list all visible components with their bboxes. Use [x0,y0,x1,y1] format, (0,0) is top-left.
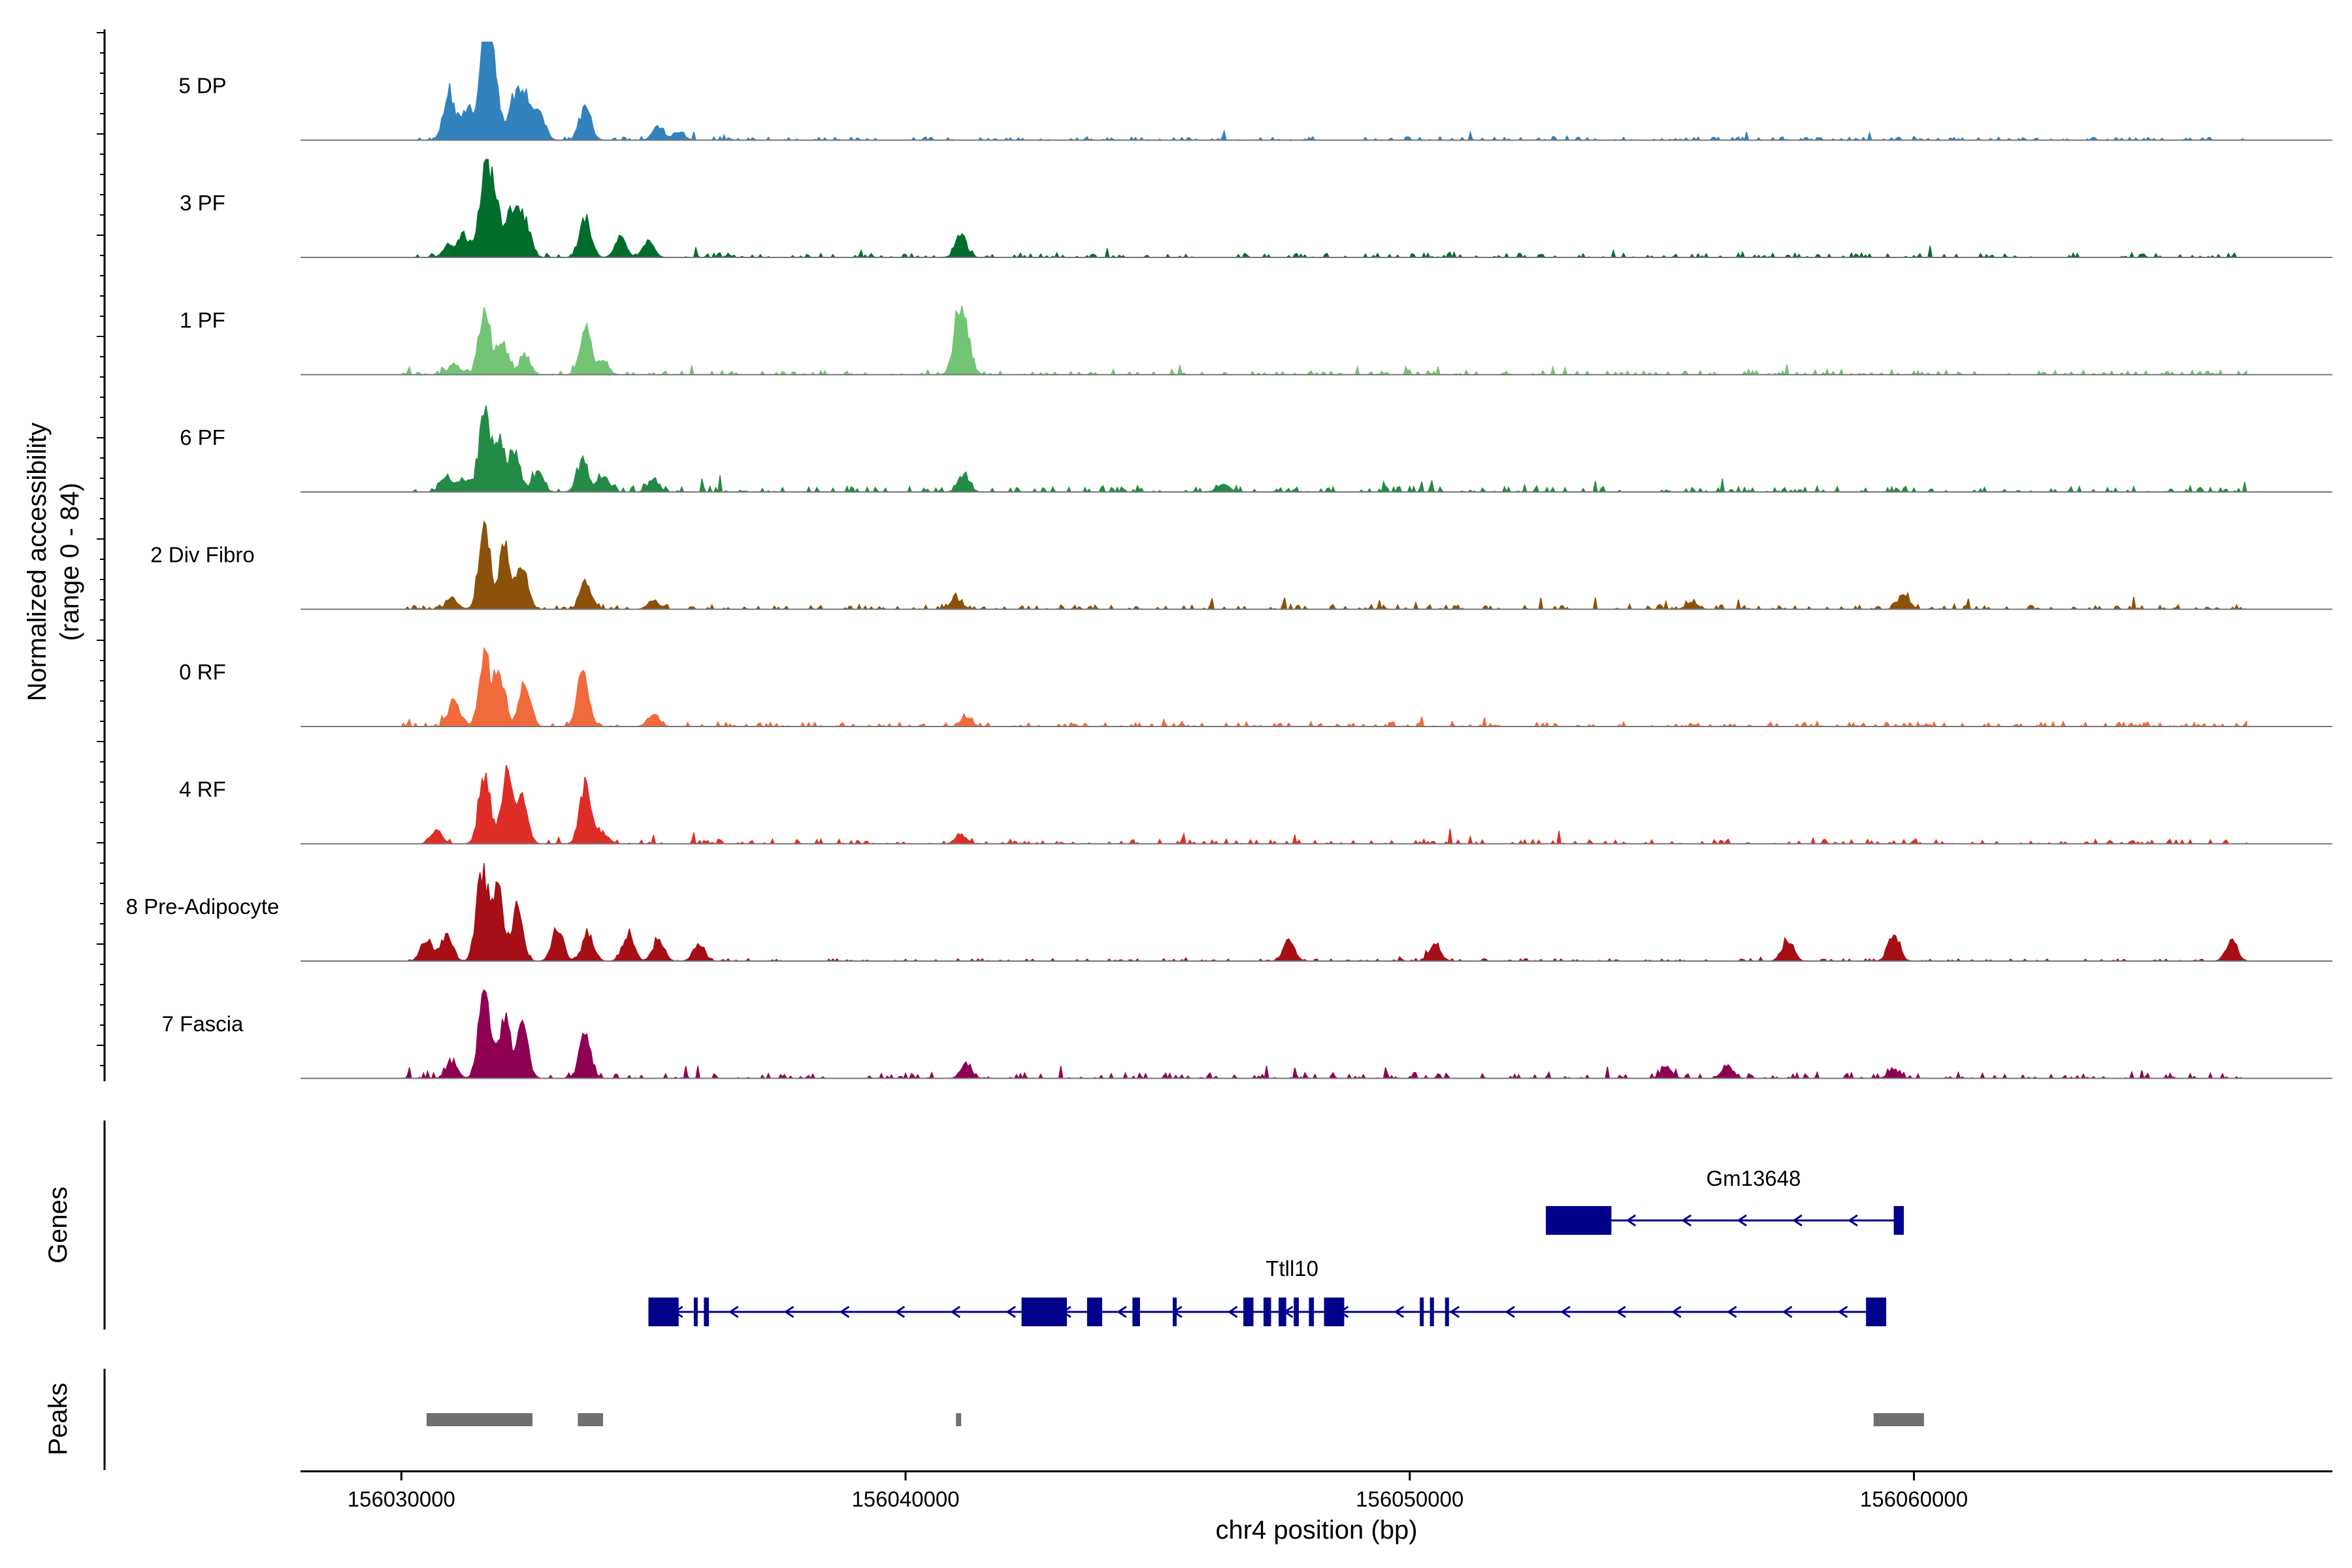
track-8: 8 Pre-Adipocyte [126,862,2332,962]
x-tick-label: 156050000 [1356,1487,1463,1511]
strand-arrow [1726,1305,1737,1318]
coverage-tracks: 5 DP 3 PF 1 PF 6 PF 2 Div Fibro 0 RF 4 RF 8 Pre… [126,41,2332,1080]
coverage-area [400,647,2247,728]
track-label: 4 RF [179,777,226,802]
gene-exon [1132,1298,1140,1326]
strand-arrow [894,1305,906,1318]
strand-arrow [839,1305,850,1318]
peaks-track-label: Peaks [44,1382,73,1455]
y-axis-title-line1: Normalized accessibility [23,423,52,702]
strand-arrow [1681,1214,1692,1227]
strand-arrow [1671,1305,1682,1318]
strand-arrow [1227,1305,1238,1318]
track-3: 1 PF [180,305,2332,376]
strand-arrow [1737,1214,1747,1227]
strand-arrow [950,1305,961,1318]
gene-exon [1086,1298,1103,1326]
gene-exon [1173,1298,1177,1326]
peak-region [426,1413,532,1426]
track-label: 7 Fascia [162,1012,244,1036]
gene-exon [1445,1298,1449,1326]
track-6: 0 RF [179,647,2332,728]
y-axis-title: Normalized accessibility (range 0 - 84) [23,423,84,702]
gene-Gm13648: Gm13648 [1546,1166,1904,1235]
gene-exon [1309,1298,1315,1326]
strand-arrow [1117,1305,1127,1318]
gene-exon [1420,1298,1424,1326]
peak-region [956,1413,962,1426]
gene-exon [1279,1298,1286,1326]
strand-arrow [1792,1214,1803,1227]
gene-label: Ttll10 [1266,1256,1318,1281]
gene-label: Gm13648 [1706,1166,1801,1190]
peaks-track [426,1413,1924,1426]
gene-exon [1294,1298,1299,1326]
gene-exon [1893,1206,1904,1235]
strand-arrow [1625,1214,1637,1227]
track-2: 3 PF [180,159,2332,259]
track-7: 4 RF [179,764,2332,845]
gene-Ttll10: Ttll10 [648,1256,1887,1326]
x-axis-ticks: 156030000 156040000 156050000 156060000 [348,1471,1968,1511]
strand-arrow [1005,1305,1016,1318]
peak-region [1873,1413,1924,1426]
track-label: 6 PF [180,425,225,449]
track-label: 2 Div Fibro [150,543,255,567]
x-tick-label: 156030000 [348,1487,455,1511]
strand-arrow [1560,1305,1571,1318]
gene-exon [1021,1298,1068,1326]
gene-exon [1546,1206,1612,1235]
coverage-area [401,520,2247,611]
strand-arrow [1848,1214,1858,1227]
track-9: 7 Fascia [162,988,2332,1080]
track-label: 3 PF [180,191,225,215]
coverage-area [401,764,2247,845]
strand-arrow [1449,1305,1460,1318]
coverage-area [401,988,2247,1080]
gene-exon [648,1298,679,1326]
strand-arrow [1505,1305,1515,1318]
genes-track-label: Genes [44,1186,73,1264]
track-4: 6 PF [180,405,2332,494]
coverage-area [401,405,2247,494]
track-label: 1 PF [180,308,225,333]
x-axis-title: chr4 position (bp) [1215,1516,1417,1544]
strand-arrow [783,1305,794,1318]
track-label: 8 Pre-Adipocyte [126,894,280,919]
strand-arrow [1837,1305,1848,1318]
gene-exon [1243,1298,1254,1326]
strand-arrow [1394,1305,1405,1318]
genes-track: Gm13648 Ttll10 [648,1166,1904,1326]
track-1: 5 DP [178,41,2332,142]
x-tick-label: 156040000 [851,1487,959,1511]
peak-region [578,1413,604,1426]
coverage-y-ticks [97,32,105,1066]
gene-exon [1866,1298,1887,1326]
strand-arrow [1782,1305,1793,1318]
track-label: 0 RF [179,660,226,684]
track-5: 2 Div Fibro [150,520,2332,611]
coverage-area [400,305,2247,376]
track-label: 5 DP [178,74,226,98]
gene-exon [1324,1298,1345,1326]
x-tick-label: 156060000 [1860,1487,1968,1511]
y-axis-title-line2: (range 0 - 84) [56,483,84,641]
gene-exon [1429,1298,1434,1326]
coverage-area [401,41,2247,142]
coverage-area [401,862,2247,962]
gene-exon [693,1298,698,1326]
gene-exon [1263,1298,1271,1326]
strand-arrow [728,1305,739,1318]
strand-arrow [1616,1305,1626,1318]
gene-exon [704,1298,710,1326]
coverage-area [401,159,2247,259]
